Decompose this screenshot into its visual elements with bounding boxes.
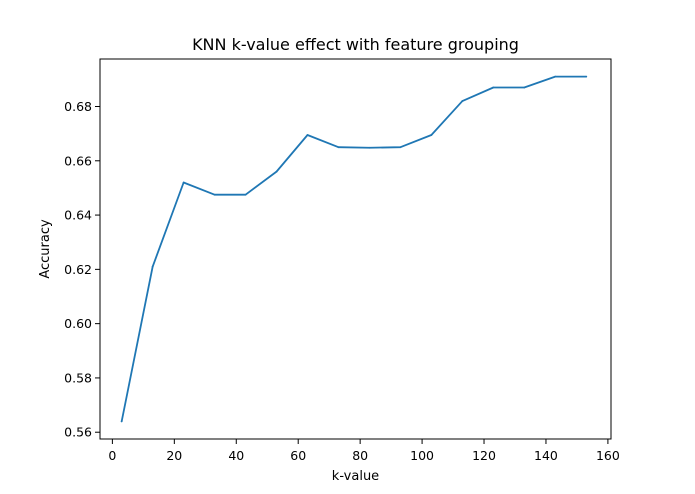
x-tick-label: 80 xyxy=(352,448,368,463)
x-tick-label: 100 xyxy=(410,448,434,463)
chart-title: KNN k-value effect with feature grouping xyxy=(192,35,519,54)
y-tick-label: 0.66 xyxy=(64,153,92,168)
x-tick-label: 40 xyxy=(228,448,244,463)
data-point xyxy=(554,75,557,78)
x-tick-label: 140 xyxy=(534,448,558,463)
data-point xyxy=(492,86,495,89)
data-point xyxy=(151,265,154,268)
x-tick-label: 20 xyxy=(166,448,182,463)
data-point xyxy=(120,420,123,423)
data-point xyxy=(523,86,526,89)
y-tick-label: 0.68 xyxy=(64,99,92,114)
data-point xyxy=(399,146,402,149)
series-layer xyxy=(120,75,588,423)
data-point xyxy=(275,170,278,173)
x-axis-label: k-value xyxy=(332,469,379,484)
x-tick-label: 120 xyxy=(472,448,496,463)
data-point xyxy=(585,75,588,78)
data-point xyxy=(430,134,433,136)
y-tick-label: 0.56 xyxy=(64,425,92,440)
x-tick-label: 60 xyxy=(290,448,306,463)
x-tick-label: 0 xyxy=(108,448,116,463)
x-axis-ticks: 0 20 40 60 80 100 120 140 160 xyxy=(108,439,620,463)
y-tick-label: 0.60 xyxy=(64,316,92,331)
data-point xyxy=(213,193,216,196)
data-point xyxy=(306,134,309,136)
y-tick-label: 0.62 xyxy=(64,262,92,277)
x-tick-label: 160 xyxy=(596,448,620,463)
y-tick-label: 0.64 xyxy=(64,208,92,223)
y-tick-label: 0.58 xyxy=(64,370,92,385)
data-point xyxy=(182,181,185,184)
data-point xyxy=(337,146,340,149)
y-axis-ticks: 0.56 0.58 0.60 0.62 0.64 0.66 0.68 xyxy=(64,99,100,440)
data-point xyxy=(368,146,371,149)
plot-area-frame xyxy=(99,58,612,440)
data-point xyxy=(244,193,247,196)
y-axis-label: Accuracy xyxy=(38,219,53,279)
data-point xyxy=(461,100,464,102)
series-line xyxy=(120,75,588,423)
